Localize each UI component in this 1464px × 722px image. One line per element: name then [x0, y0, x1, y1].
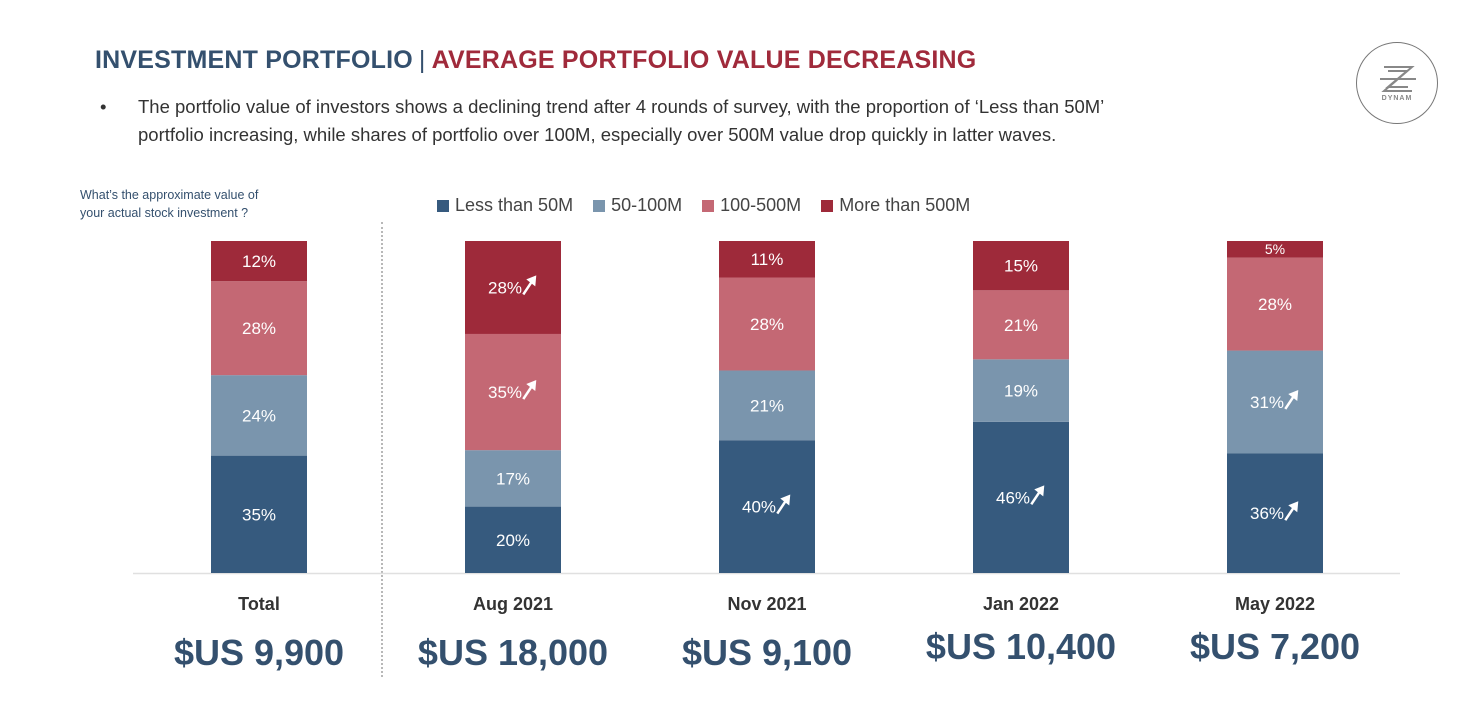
- legend-label-100-500m: 100-500M: [720, 195, 802, 215]
- bar-jan-2022-more-than-500m: [973, 241, 1069, 291]
- data-label-nov-2021-less-than-50m: 40%: [742, 498, 776, 517]
- up-arrow-icon: [1030, 485, 1045, 506]
- avg-value-jan-2022: $US 10,400: [925, 626, 1117, 667]
- bar-jan-2022-50-100m: [973, 359, 1069, 422]
- bullet-marker: •: [100, 96, 107, 117]
- logo-text: DYNAM: [1381, 95, 1413, 102]
- data-label-total-100-500m: 28%: [242, 319, 276, 338]
- up-arrow-icon: [776, 494, 791, 515]
- logo-mark-icon: [1380, 66, 1416, 92]
- data-label-jan-2022-more-than-500m: 15%: [1004, 257, 1038, 276]
- bar-aug-2021-100-500m: [465, 333, 561, 451]
- category-label-jan-2022: Jan 2022: [982, 594, 1060, 614]
- avg-value-total: $US 9,900: [173, 632, 345, 673]
- category-label-may-2022: May 2022: [1234, 594, 1316, 614]
- title-main: INVESTMENT PORTFOLIO: [95, 46, 413, 74]
- data-label-total-more-than-500m: 12%: [242, 252, 276, 271]
- data-label-nov-2021-100-500m: 28%: [750, 315, 784, 334]
- legend-item-50-100m: 50-100M: [593, 195, 682, 216]
- question-line-1: What’s the approximate value of: [80, 188, 259, 202]
- legend-swatch-more-than-500m: [821, 199, 834, 212]
- bar-may-2022-less-than-50m: [1227, 453, 1323, 573]
- bar-aug-2021-less-than-50m: [465, 506, 561, 573]
- data-label-nov-2021-50-100m: 21%: [750, 396, 784, 415]
- bar-total-more-than-500m: [211, 241, 307, 282]
- category-label-total: Total: [238, 594, 280, 614]
- bar-may-2022-50-100m: [1227, 350, 1323, 454]
- page-title: INVESTMENT PORTFOLIO | AVERAGE PORTFOLIO V…: [95, 46, 976, 75]
- data-label-aug-2021-less-than-50m: 20%: [496, 531, 530, 550]
- bar-total-50-100m: [211, 375, 307, 456]
- data-label-may-2022-100-500m: 28%: [1258, 295, 1292, 314]
- data-label-may-2022-50-100m: 31%: [1250, 393, 1284, 412]
- bar-jan-2022-100-500m: [973, 290, 1069, 360]
- legend-swatch-less-than-50m: [437, 199, 449, 212]
- bar-nov-2021-less-than-50m: [719, 440, 815, 573]
- survey-question: What’s the approximate value of your act…: [80, 186, 340, 222]
- legend-label-less-than-50m: Less than 50M: [455, 195, 574, 215]
- data-label-jan-2022-50-100m: 19%: [1004, 382, 1038, 401]
- data-label-total-less-than-50m: 35%: [242, 505, 276, 524]
- bar-nov-2021-more-than-500m: [719, 241, 815, 278]
- category-label-nov-2021: Nov 2021: [727, 594, 807, 614]
- up-arrow-icon: [1284, 389, 1299, 410]
- data-label-jan-2022-100-500m: 21%: [1004, 316, 1038, 335]
- bar-may-2022-more-than-500m: [1227, 241, 1323, 258]
- legend-label-more-than-500m: More than 500M: [839, 195, 971, 215]
- brand-logo: DYNAM: [1356, 42, 1438, 124]
- up-arrow-icon: [522, 380, 537, 400]
- bar-total-less-than-50m: [211, 455, 307, 573]
- bar-aug-2021-more-than-500m: [465, 241, 561, 334]
- data-label-aug-2021-50-100m: 17%: [496, 469, 530, 488]
- legend-item-more-than-500m: More than 500M: [821, 195, 970, 216]
- data-label-aug-2021-100-500m: 35%: [488, 383, 522, 402]
- summary-line-1: The portfolio value of investors shows a…: [138, 96, 1105, 117]
- data-label-jan-2022-less-than-50m: 46%: [996, 488, 1030, 507]
- legend-item-less-than-50m: Less than 50M: [437, 195, 573, 216]
- summary-text: The portfolio value of investors shows a…: [138, 93, 1298, 149]
- title-highlight: AVERAGE PORTFOLIO VALUE DECREASING: [431, 46, 977, 74]
- legend-label-50-100m: 50-100M: [611, 195, 683, 215]
- total-divider: [381, 222, 383, 677]
- avg-value-nov-2021: $US 9,100: [681, 632, 853, 673]
- chart-legend: Less than 50M 50-100M 100-500M More than…: [437, 195, 970, 216]
- avg-value-aug-2021: $US 18,000: [417, 632, 609, 673]
- bar-nov-2021-50-100m: [719, 370, 815, 441]
- bar-nov-2021-100-500m: [719, 277, 815, 371]
- summary-line-2: portfolio increasing, while shares of po…: [138, 124, 1057, 145]
- data-label-total-50-100m: 24%: [242, 406, 276, 425]
- data-label-nov-2021-more-than-500m: 11%: [751, 250, 784, 269]
- legend-swatch-50-100m: [593, 199, 606, 212]
- bar-jan-2022-less-than-50m: [973, 421, 1069, 573]
- category-label-aug-2021: Aug 2021: [472, 594, 554, 614]
- data-label-may-2022-more-than-500m: 5%: [1265, 241, 1285, 257]
- question-line-2: your actual stock investment ?: [80, 206, 249, 220]
- title-separator: |: [418, 46, 426, 74]
- bar-total-100-500m: [211, 281, 307, 376]
- bar-aug-2021-50-100m: [465, 450, 561, 507]
- legend-swatch-100-500m: [702, 199, 715, 212]
- legend-item-100-500m: 100-500M: [702, 195, 801, 216]
- data-label-aug-2021-more-than-500m: 28%: [488, 278, 522, 297]
- bar-may-2022-100-500m: [1227, 257, 1323, 351]
- up-arrow-icon: [522, 275, 537, 296]
- up-arrow-icon: [1284, 501, 1299, 521]
- data-label-may-2022-less-than-50m: 36%: [1250, 504, 1284, 523]
- avg-value-may-2022: $US 7,200: [1189, 626, 1361, 667]
